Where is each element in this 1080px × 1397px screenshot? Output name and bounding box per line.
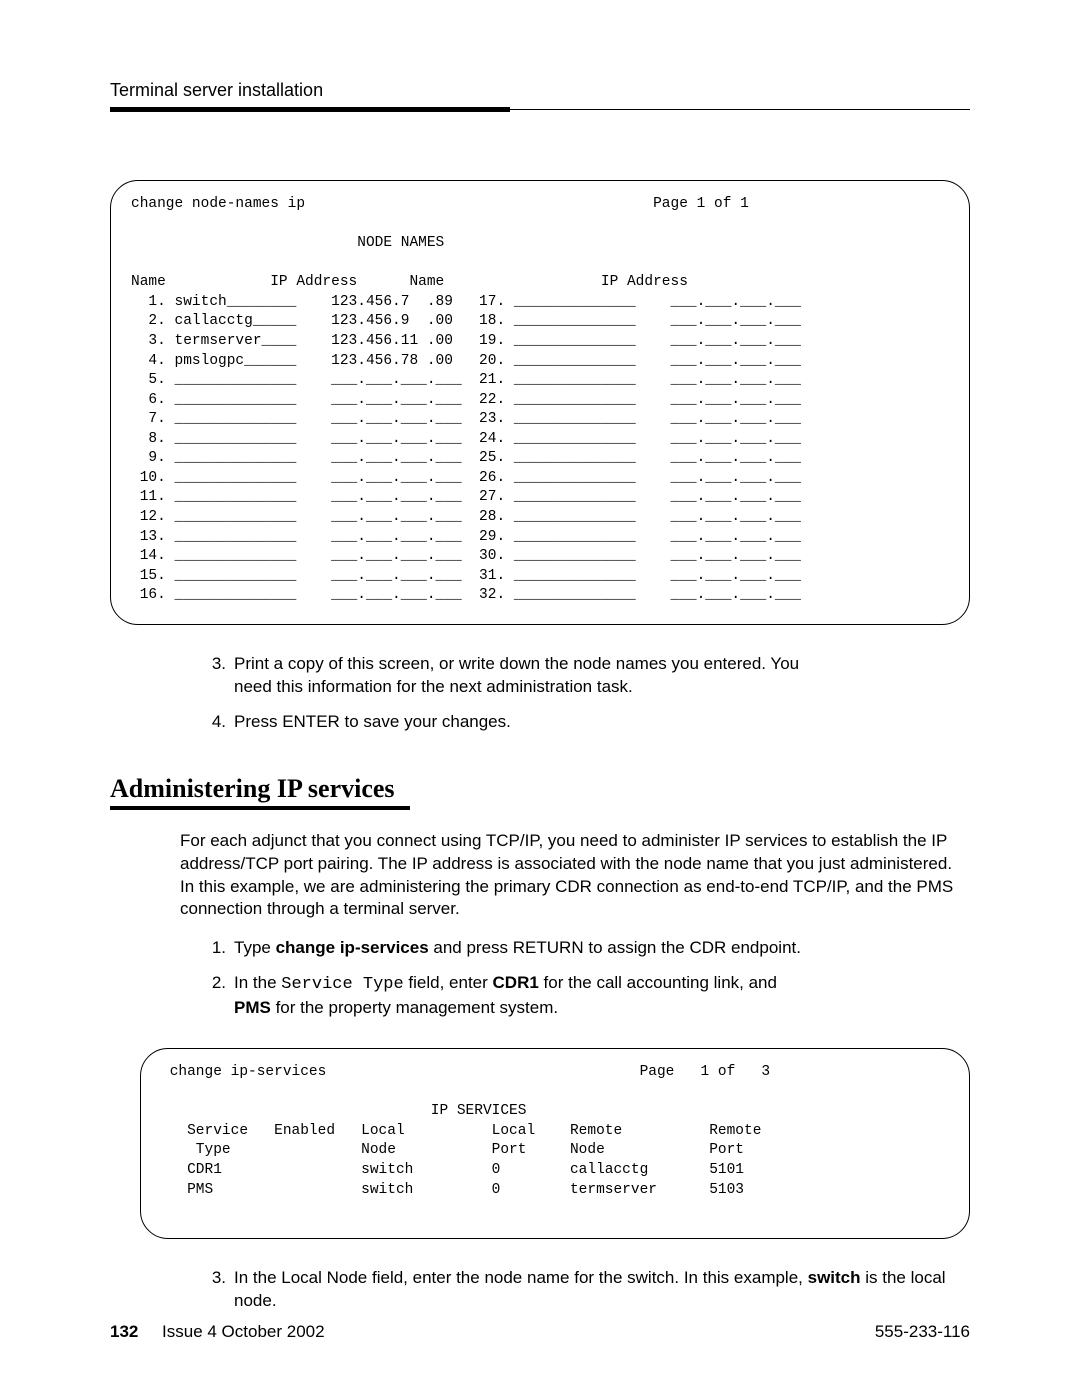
step-3b: 3. In the Local Node field, enter the no… [200, 1267, 970, 1313]
keycap-enter: ENTER [282, 712, 340, 731]
step-text: and press [429, 938, 513, 957]
step-num: 3. [200, 653, 234, 699]
step-text: Print a copy of this screen, or write do… [234, 654, 799, 673]
page-number: 132 [110, 1322, 138, 1341]
step-text: for the property management system. [271, 998, 558, 1017]
value-pms: PMS [234, 998, 271, 1017]
step-text: In the Local Node field, enter the node … [234, 1268, 808, 1287]
step-num: 4. [200, 711, 234, 734]
step-text: Press [234, 712, 282, 731]
value-switch: switch [808, 1268, 861, 1287]
field-name: Service Type [281, 975, 403, 994]
running-header: Terminal server installation [110, 80, 970, 101]
step-text: need this information for the next admin… [234, 677, 633, 696]
header-rule-thin [110, 109, 970, 110]
page-footer: 132 Issue 4 October 2002 555-233-116 [110, 1322, 970, 1342]
step-text: Type [234, 938, 276, 957]
section-intro-paragraph: For each adjunct that you connect using … [180, 830, 970, 922]
keycap-return: RETURN [513, 938, 584, 957]
step-num: 3. [200, 1267, 234, 1313]
issue-text: Issue 4 October 2002 [162, 1322, 325, 1341]
step-1: 1. Type change ip-services and press RET… [200, 937, 970, 1020]
terminal-node-names: change node-names ip Page 1 of 1 NODE NA… [110, 180, 970, 625]
step-text: to assign the CDR endpoint. [584, 938, 801, 957]
step-3: 3. Print a copy of this screen, or write… [200, 653, 970, 734]
step-text: to save your changes. [340, 712, 511, 731]
value-cdr1: CDR1 [493, 973, 539, 992]
section-rule [110, 806, 410, 810]
step-num: 1. [200, 937, 234, 960]
step-text: In the [234, 973, 281, 992]
terminal-ip-services: change ip-services Page 1 of 3 IP SERVIC… [140, 1048, 970, 1239]
command-text: change ip-services [276, 938, 429, 957]
section-heading: Administering IP services [110, 774, 970, 804]
step-text: field, enter [404, 973, 493, 992]
step-num: 2. [200, 972, 234, 1020]
doc-number: 555-233-116 [875, 1322, 970, 1342]
step-text: for the call accounting link, and [539, 973, 777, 992]
